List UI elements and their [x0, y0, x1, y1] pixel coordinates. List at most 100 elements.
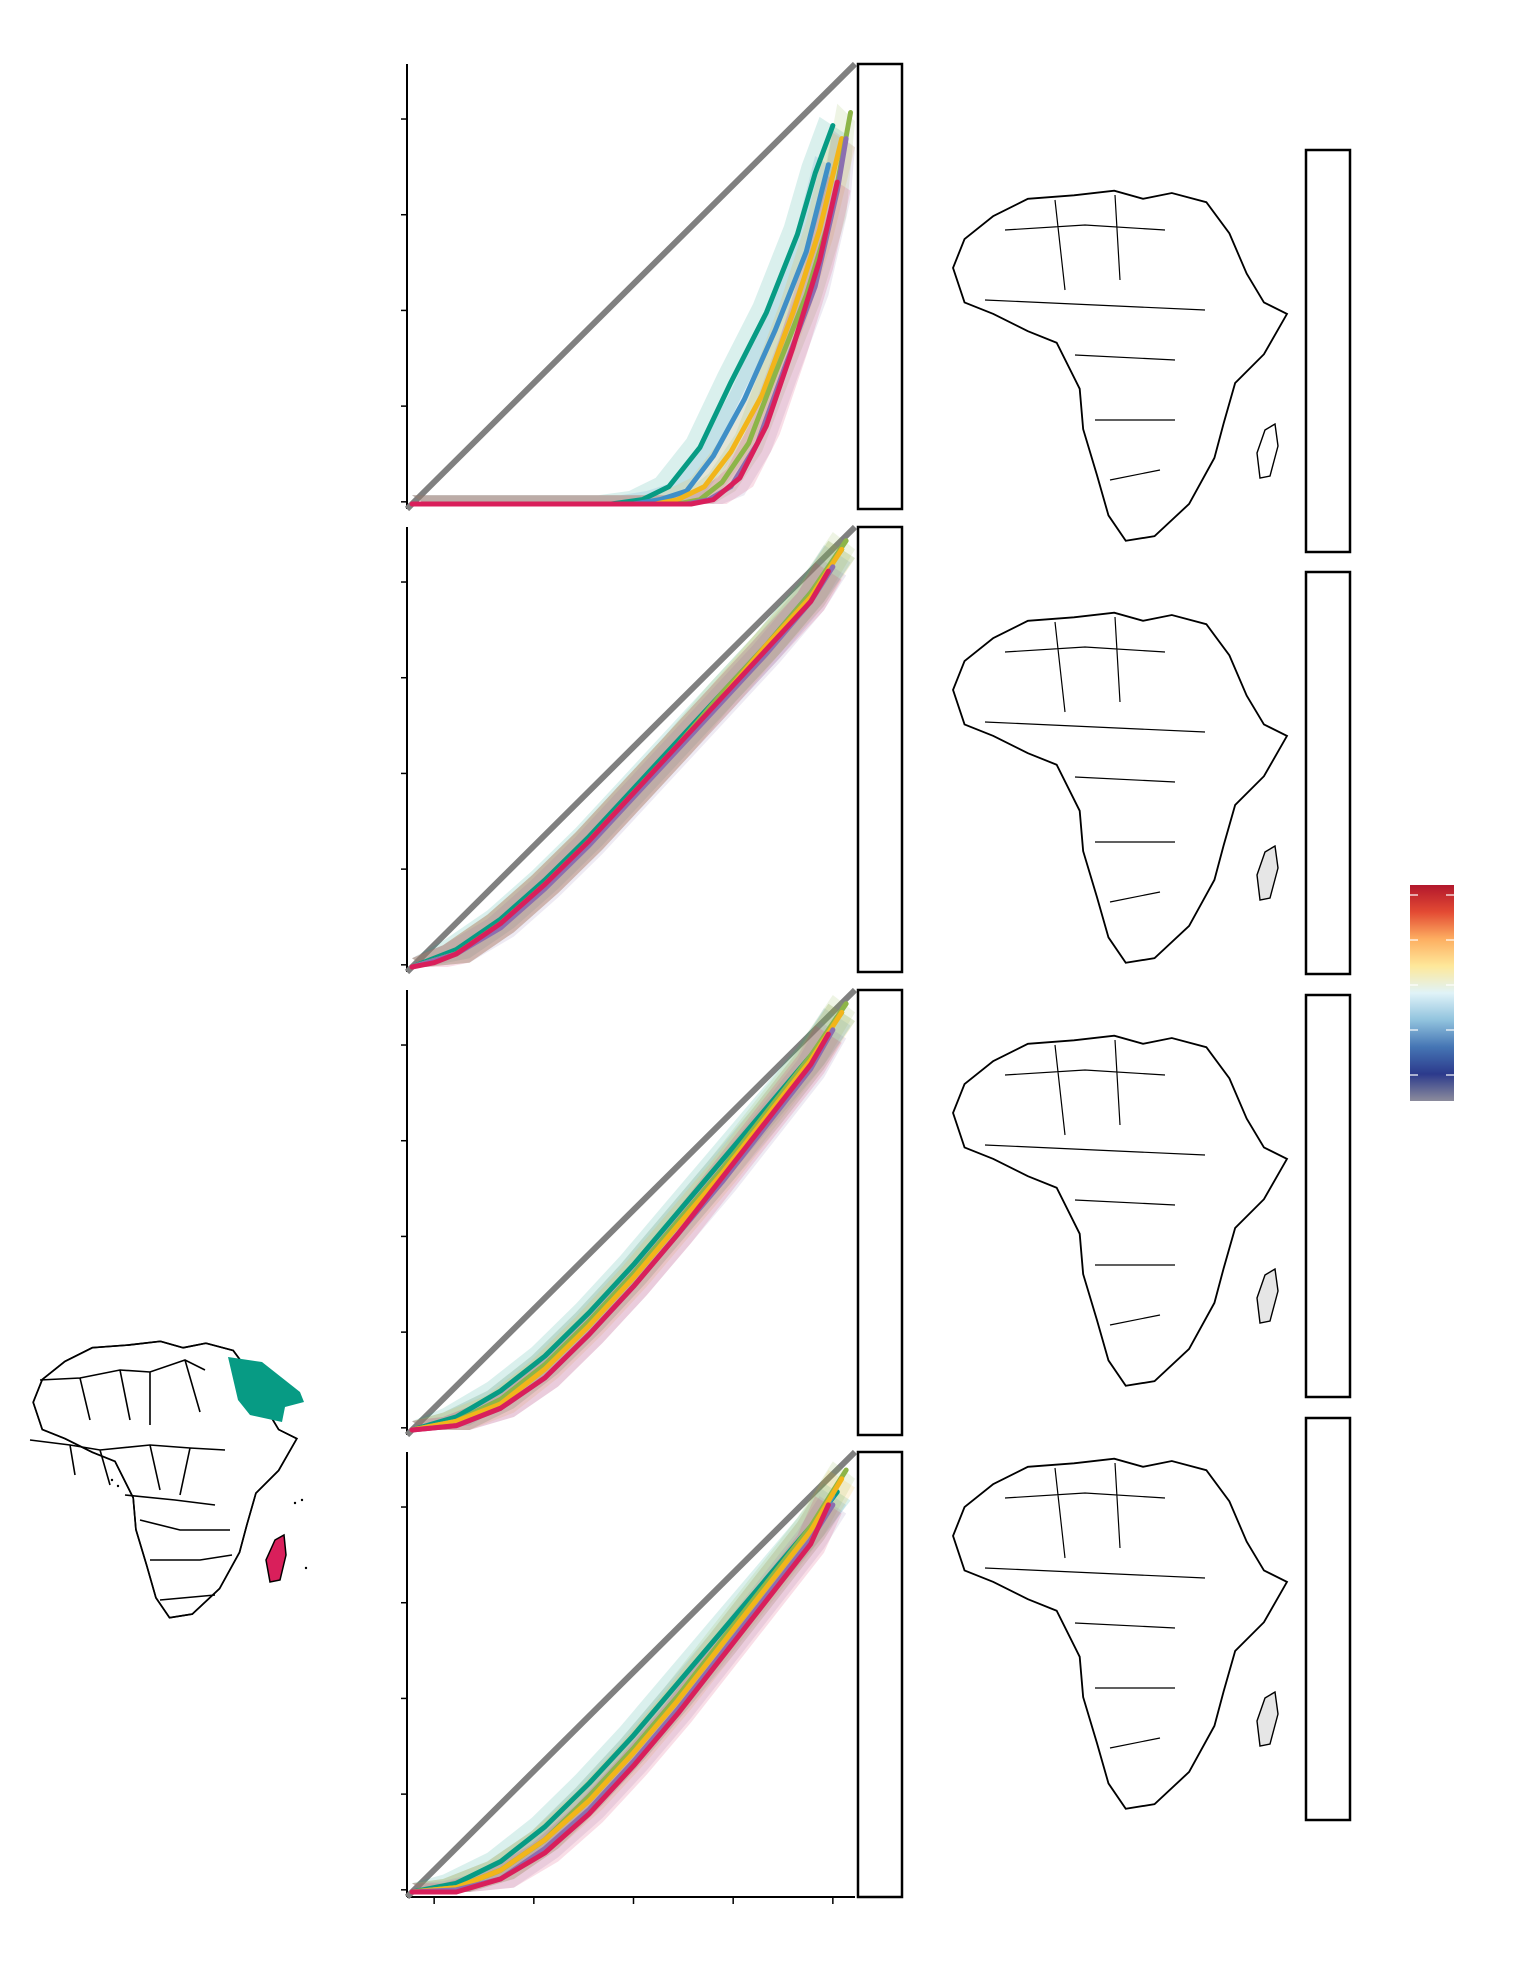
map-dot — [1089, 892, 1095, 899]
map-dot — [1004, 1259, 1010, 1265]
map-dot — [1040, 1221, 1046, 1227]
map-dot — [1012, 1324, 1016, 1327]
map-dot — [989, 823, 994, 828]
map-dot — [1017, 851, 1020, 855]
map-dot — [964, 339, 967, 342]
map-dot — [962, 1340, 967, 1345]
map-dot — [987, 1234, 994, 1241]
map-dot — [1001, 1271, 1005, 1274]
map-dot — [1086, 1774, 1091, 1779]
map-dot — [1078, 1731, 1082, 1735]
map-dot — [1026, 843, 1033, 849]
series-ribbon-blue — [412, 545, 851, 967]
map-dot — [1088, 915, 1093, 920]
map-dot — [961, 1190, 966, 1195]
series-line-yellow — [409, 1009, 845, 1433]
map-dot — [1082, 878, 1086, 882]
map-dot — [1057, 796, 1062, 801]
map-dot — [1002, 1273, 1006, 1276]
map-dot — [1041, 1643, 1045, 1647]
map-dot — [971, 895, 977, 901]
map-dot — [964, 1320, 971, 1327]
map-dot — [983, 1239, 988, 1244]
map-dot — [1216, 911, 1222, 916]
panel-strip — [856, 988, 904, 1437]
map-dot — [1065, 1770, 1071, 1776]
map-dot — [1051, 1629, 1058, 1636]
map-dot — [968, 757, 972, 761]
map-dot — [1052, 453, 1058, 458]
map-dot — [1071, 1743, 1076, 1749]
map-dot — [966, 900, 972, 905]
map-dot — [1001, 835, 1005, 838]
map-dot — [972, 892, 979, 898]
map-dot — [1023, 1188, 1030, 1195]
map-dot — [1222, 1344, 1226, 1349]
map-dot — [1224, 896, 1230, 902]
map-panels — [952, 148, 1352, 1822]
map-dot — [1236, 889, 1240, 893]
map-dot — [1060, 888, 1064, 893]
map-dot — [1068, 1250, 1074, 1256]
panel-strip — [856, 1450, 904, 1899]
map-dot — [973, 879, 977, 883]
map-dot — [1005, 896, 1011, 901]
map-dot — [1078, 857, 1084, 863]
map-dot — [1043, 782, 1048, 787]
map-dot — [1240, 1755, 1244, 1759]
map-dot — [1001, 1268, 1007, 1273]
map-dot — [1001, 795, 1007, 802]
map-dot — [1001, 911, 1005, 915]
map-dot — [1228, 861, 1235, 867]
map-dot — [1068, 818, 1072, 822]
map-dot — [1033, 1293, 1040, 1299]
map-dot — [993, 1240, 996, 1243]
colorbar-gradient — [1410, 885, 1454, 1101]
map-dot — [1077, 1280, 1084, 1287]
map-dot — [1021, 1756, 1025, 1760]
map-dot — [993, 779, 998, 785]
map-dot — [1232, 1347, 1236, 1352]
map-dot — [988, 868, 995, 874]
map-dot — [973, 1324, 979, 1330]
map-dot — [1207, 484, 1213, 490]
map-dot — [992, 818, 997, 823]
map-dot — [1211, 1315, 1216, 1320]
map-dot — [995, 1703, 999, 1706]
map-dot — [1017, 1341, 1021, 1345]
map-dot — [1003, 915, 1008, 919]
map-dot — [997, 749, 1003, 755]
map-dot — [1063, 1278, 1067, 1282]
map-dot — [1011, 1616, 1016, 1621]
map-dot — [967, 1231, 972, 1236]
map-dot — [1029, 1691, 1034, 1696]
map-dot — [976, 344, 982, 349]
map-dot — [1232, 871, 1238, 878]
map-dot — [1009, 1202, 1014, 1207]
map-dot — [1028, 1688, 1033, 1693]
map-dot — [982, 1339, 985, 1343]
series-ribbon-blue — [412, 1487, 847, 1892]
series-line-olive — [409, 1001, 849, 1433]
map-dot — [1222, 1344, 1229, 1351]
map-dot — [1072, 1282, 1076, 1286]
map-dot — [1014, 1632, 1019, 1636]
map-dot — [1050, 1776, 1056, 1782]
map-dot — [1019, 448, 1024, 453]
map-dot — [976, 907, 983, 914]
map-dot — [982, 1166, 986, 1170]
map-dot — [972, 1333, 975, 1336]
series-line-crimson — [409, 1502, 831, 1895]
map-dot — [1069, 1264, 1073, 1268]
map-dot — [992, 914, 995, 917]
map-dot — [962, 753, 967, 759]
map-dot — [1003, 1235, 1007, 1240]
map-dot — [983, 1662, 987, 1666]
map-dot — [974, 879, 980, 884]
map-panel-1 — [952, 148, 1352, 554]
map-dot — [1009, 1223, 1013, 1227]
map-dot — [1011, 1631, 1016, 1636]
map-dot — [975, 1290, 979, 1293]
map-dot — [1075, 810, 1077, 813]
